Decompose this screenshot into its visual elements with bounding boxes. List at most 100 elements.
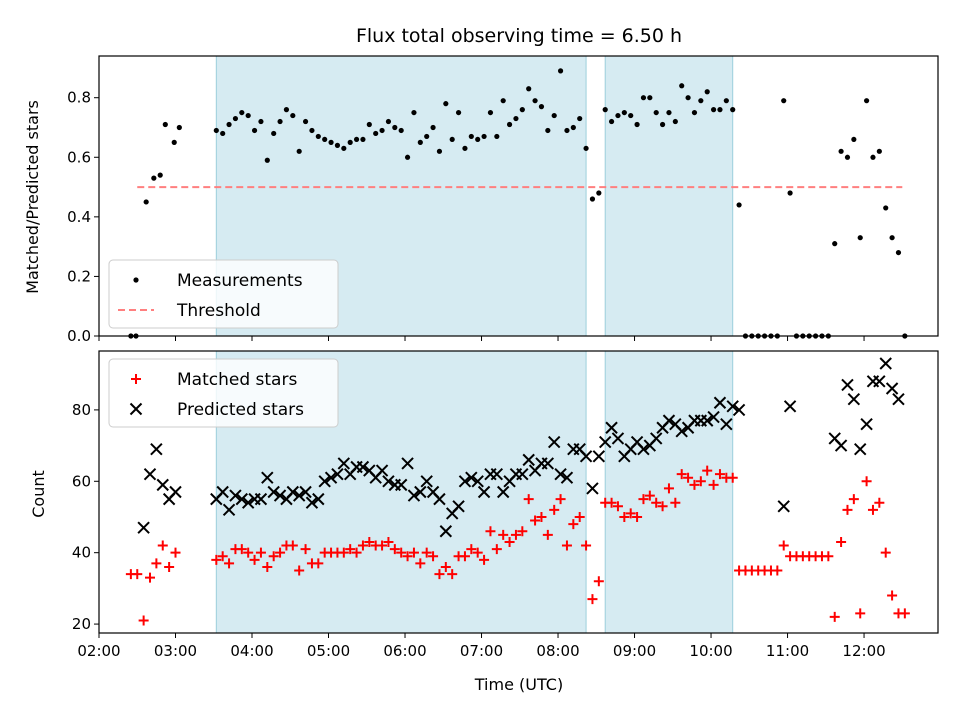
- top-series-0-point-66: [583, 145, 589, 151]
- bottom-legend-label-1: Predicted stars: [177, 400, 304, 420]
- top-series-0-point-23: [309, 127, 315, 134]
- top-series-0-point-87: [717, 107, 723, 113]
- bottom-series-1-point-46: [465, 471, 478, 484]
- top-series-0-point-35: [385, 118, 392, 125]
- bottom-series-0-point-62: [555, 494, 566, 505]
- bottom-series-1-point-39: [420, 475, 433, 488]
- bottom-series-0-point-66: [581, 540, 592, 551]
- bottom-series-0-point-30: [351, 547, 362, 558]
- bottom-series-0-point-37: [396, 547, 407, 558]
- top-series-0-point-9: [220, 130, 226, 137]
- top-series-0-point-33: [373, 130, 379, 137]
- top-series-0-point-71: [615, 112, 621, 119]
- top-series-0-point-80: [672, 118, 678, 125]
- x-tick-label-10: 12:00: [842, 642, 885, 660]
- bottom-series-0-point-43: [434, 569, 445, 580]
- bottom-series-0-point-78: [657, 501, 668, 512]
- top-y-tick-label-0: 0.0: [67, 327, 91, 345]
- bottom-series-0-point-6: [164, 561, 175, 572]
- bottom-series-0-point-89: [727, 472, 738, 483]
- bottom-series-1-point-88: [732, 403, 746, 417]
- top-series-0-point-76: [647, 95, 653, 101]
- bottom-series-1-point-19: [292, 489, 306, 502]
- top-series-0-point-108: [851, 136, 857, 143]
- top-series-0-point-43: [436, 148, 443, 154]
- top-series-0-point-115: [895, 249, 902, 256]
- top-series-0-point-34: [379, 127, 385, 134]
- bottom-series-0-point-60: [542, 529, 553, 540]
- x-tick-label-5: 07:00: [460, 642, 503, 660]
- bottom-series-0-point-96: [772, 565, 783, 576]
- top-series-0-point-63: [564, 127, 570, 134]
- bottom-series-1-point-41: [433, 492, 446, 506]
- top-panel: 0.0 0.2 0.4 0.6 0.8 Measurements Threshold: [67, 55, 939, 345]
- bottom-series-0-point-83: [689, 479, 700, 490]
- top-series-0-point-64: [570, 124, 576, 131]
- bottom-series-0-point-104: [823, 551, 834, 562]
- bottom-series-0-point-87: [714, 469, 725, 480]
- bottom-series-0-point-86: [708, 479, 719, 490]
- bottom-series-1-point-61: [560, 471, 574, 484]
- top-series-0-point-11: [232, 115, 239, 122]
- top-series-0-point-51: [487, 109, 494, 116]
- top-series-0-point-16: [264, 157, 270, 163]
- bottom-series-0-point-42: [428, 551, 439, 562]
- bottom-series-1-point-85: [713, 396, 727, 409]
- bottom-series-0-point-54: [504, 536, 515, 547]
- top-series-0-point-74: [634, 121, 640, 128]
- top-series-0-point-59: [538, 104, 545, 110]
- bottom-series-0-point-72: [619, 511, 630, 522]
- bottom-series-1-point-50: [490, 467, 504, 481]
- top-series-0-point-13: [245, 112, 251, 119]
- bottom-series-0-point-57: [523, 494, 534, 505]
- top-series-0-point-10: [226, 121, 232, 128]
- bottom-series-0-point-73: [625, 508, 636, 519]
- bottom-series-0-point-64: [568, 519, 579, 530]
- top-y-tick-label-2: 0.4: [67, 208, 91, 226]
- bottom-series-1-point-58: [541, 457, 555, 470]
- top-series-0-point-49: [475, 136, 481, 143]
- top-series-0-point-38: [404, 154, 411, 160]
- bottom-series-0-point-4: [151, 558, 162, 569]
- bottom-series-0-point-24: [313, 558, 324, 569]
- top-series-0-point-17: [271, 130, 277, 137]
- bottom-y-tick-label-1: 40: [72, 544, 91, 562]
- bottom-series-0-point-53: [498, 529, 509, 540]
- bottom-series-1-point-59: [547, 435, 561, 449]
- top-series-0-point-29: [347, 139, 353, 145]
- top-series-0-point-28: [341, 145, 347, 151]
- bottom-series-1-point-18: [286, 485, 300, 499]
- bottom-series-1-point-60: [554, 467, 567, 481]
- bottom-series-1-point-96: [860, 417, 873, 431]
- bottom-series-1-point-79: [675, 425, 688, 438]
- top-series-0-point-46: [455, 109, 462, 116]
- top-shaded-interval-1: [604, 55, 734, 337]
- x-tick-label-3: 05:00: [307, 642, 350, 660]
- bottom-series-0-point-97: [778, 540, 789, 551]
- top-series-0-point-22: [302, 118, 309, 125]
- top-series-0-point-107: [844, 154, 851, 160]
- bottom-series-0-point-82: [683, 472, 694, 483]
- top-series-0-point-113: [883, 205, 889, 211]
- top-series-0-point-36: [392, 124, 398, 131]
- top-legend-label-1: Threshold: [176, 301, 261, 321]
- bottom-series-1-point-7: [216, 485, 229, 499]
- top-legend-label-0: Measurements: [177, 271, 303, 291]
- x-tick-label-4: 06:00: [383, 642, 426, 660]
- bottom-series-1-point-16: [273, 489, 287, 502]
- top-series-0-point-19: [283, 107, 290, 113]
- top-series-0-point-79: [666, 109, 672, 116]
- top-series-0-point-88: [723, 98, 729, 104]
- top-series-0-point-73: [628, 112, 634, 119]
- bottom-series-1-point-54: [516, 467, 529, 481]
- top-series-0-point-54: [506, 121, 513, 128]
- bottom-series-0-point-80: [670, 497, 681, 508]
- bottom-series-0-point-55: [510, 529, 521, 540]
- bottom-series-1-point-67: [598, 435, 612, 449]
- bottom-legend-box: [108, 358, 339, 428]
- top-series-0-point-61: [551, 112, 557, 119]
- bottom-series-1-point-37: [407, 489, 421, 502]
- top-series-0-point-6: [171, 139, 177, 145]
- top-series-0-point-40: [417, 139, 423, 145]
- bottom-series-0-point-68: [593, 576, 604, 587]
